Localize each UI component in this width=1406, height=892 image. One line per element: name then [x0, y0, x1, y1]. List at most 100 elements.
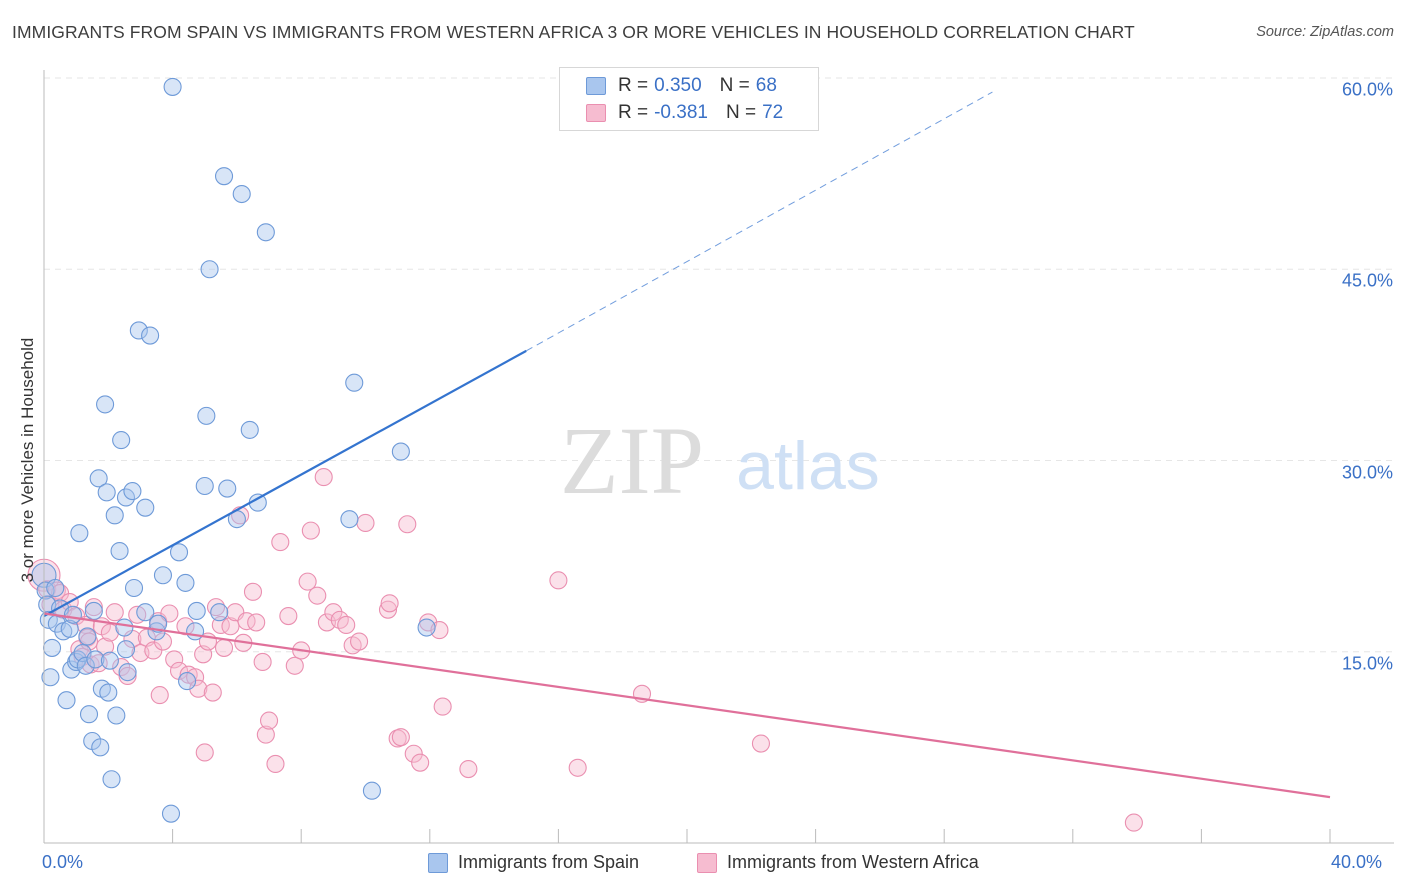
point-spain: [84, 601, 103, 621]
point-western-africa: [433, 697, 452, 716]
y-tick-label: 15.0%: [1341, 653, 1393, 674]
point-western-africa: [271, 533, 290, 552]
trend-lines: [43, 91, 1331, 799]
legend-r-label: R =: [618, 102, 649, 123]
point-western-africa: [751, 734, 770, 753]
point-spain: [63, 605, 82, 624]
point-spain: [136, 603, 155, 622]
point-western-africa: [96, 637, 115, 656]
point-western-africa: [195, 743, 214, 762]
series-legend-spain[interactable]: Immigrants from Spain: [428, 852, 639, 873]
point-western-africa: [243, 582, 263, 601]
point-spain: [41, 668, 60, 687]
point-spain: [42, 638, 62, 657]
trend-line-spain: [43, 349, 527, 618]
point-spain: [187, 601, 206, 621]
point-spain: [186, 622, 205, 641]
point-spain: [340, 510, 359, 529]
series-swatch-spain: [428, 852, 448, 873]
point-spain: [123, 482, 142, 501]
series-legend: Immigrants from Spain Immigrants from We…: [0, 852, 1406, 876]
point-western-africa: [100, 623, 119, 642]
point-western-africa: [298, 572, 317, 591]
x-tick-label-max: 40.0%: [1331, 852, 1383, 872]
point-spain: [79, 705, 99, 724]
point-western-africa: [324, 603, 343, 622]
point-spain: [256, 223, 275, 242]
legend-r-value-wafrica: -0.381: [654, 102, 708, 123]
point-spain: [60, 619, 79, 638]
point-spain: [210, 603, 229, 622]
point-spain: [102, 770, 121, 789]
legend-row-wafrica: R = -0.381 N = 72: [586, 101, 783, 125]
legend-row-spain: R = 0.350 N = 68: [586, 74, 777, 98]
point-spain: [70, 524, 89, 543]
point-spain: [176, 573, 195, 592]
point-spain: [200, 260, 219, 279]
point-spain: [163, 77, 182, 96]
watermark-atlas: atlas: [736, 428, 880, 504]
source-label: Source: ZipAtlas.com: [1256, 24, 1394, 40]
point-spain: [115, 618, 134, 637]
watermark-zip: ZIP: [560, 407, 704, 514]
point-spain: [116, 640, 136, 659]
point-spain: [129, 321, 148, 340]
point-spain: [118, 663, 137, 682]
legend-r-label: R =: [618, 75, 649, 96]
point-western-africa: [279, 606, 298, 626]
point-spain: [89, 469, 108, 488]
chart-title: IMMIGRANTS FROM SPAIN VS IMMIGRANTS FROM…: [12, 22, 1135, 42]
point-western-africa: [266, 754, 285, 774]
point-western-africa: [214, 638, 234, 657]
point-spain: [107, 706, 126, 725]
trend-line-spain-extension: [526, 91, 993, 352]
point-spain: [76, 656, 95, 675]
point-western-africa: [350, 632, 369, 651]
point-western-africa: [404, 744, 423, 763]
point-spain: [153, 566, 173, 585]
point-spain: [124, 578, 144, 598]
point-western-africa: [378, 600, 398, 619]
point-spain: [197, 406, 216, 425]
legend-swatch-wafrica: [586, 104, 606, 122]
point-western-africa: [237, 612, 256, 631]
point-western-africa: [301, 521, 320, 540]
trend-line-western-africa: [43, 612, 1331, 799]
point-spain: [417, 618, 436, 637]
point-western-africa: [1124, 813, 1143, 832]
point-spain: [232, 184, 251, 204]
point-spain: [214, 167, 234, 186]
x-tick-label-min: 0.0%: [42, 852, 84, 872]
series-swatch-wafrica: [697, 852, 717, 873]
point-spain: [141, 326, 160, 345]
point-spain: [97, 483, 116, 502]
point-western-africa: [568, 758, 587, 777]
point-spain: [100, 651, 119, 670]
series-western-africa-points: [27, 468, 1143, 832]
point-spain: [57, 691, 76, 710]
y-axis-title: 3 or more Vehicles in Household: [18, 337, 37, 583]
x-tick-marks: [43, 829, 1331, 843]
point-spain: [218, 479, 237, 498]
point-spain: [391, 442, 410, 461]
series-legend-wafrica[interactable]: Immigrants from Western Africa: [697, 852, 979, 873]
series-spain-points: [31, 77, 436, 823]
point-spain: [46, 578, 65, 598]
point-spain: [161, 804, 181, 823]
point-spain: [105, 506, 124, 525]
point-western-africa: [459, 759, 478, 779]
point-western-africa: [337, 615, 356, 635]
point-western-africa: [150, 686, 169, 705]
point-western-africa: [160, 604, 179, 623]
y-tick-label: 30.0%: [1341, 462, 1393, 482]
point-spain: [78, 627, 97, 646]
point-western-africa: [153, 632, 173, 651]
point-western-africa: [253, 652, 272, 672]
stats-legend: R = 0.350 N = 68 R = -0.381 N = 72: [559, 67, 819, 131]
point-western-africa: [314, 468, 333, 487]
point-spain: [195, 476, 214, 496]
grid-lines: [44, 77, 1394, 653]
point-spain: [112, 431, 131, 450]
series-legend-label-wafrica: Immigrants from Western Africa: [727, 852, 979, 872]
point-western-africa: [203, 683, 222, 702]
